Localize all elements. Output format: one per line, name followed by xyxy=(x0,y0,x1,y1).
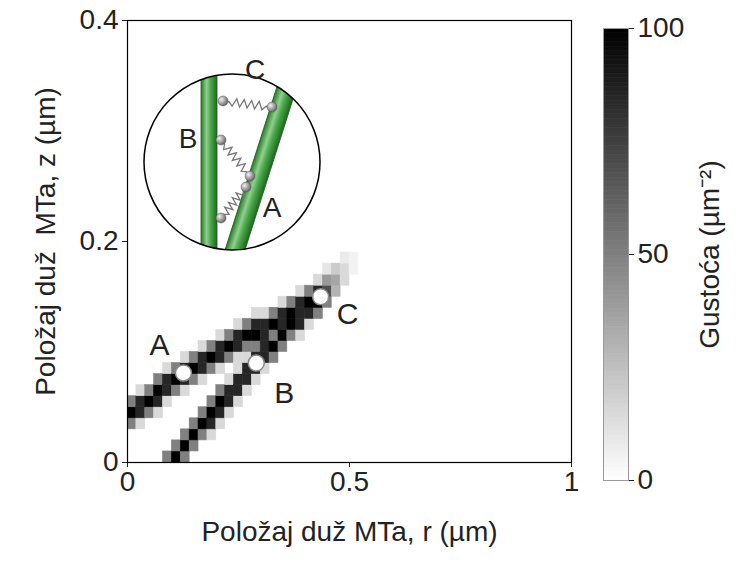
svg-text:B: B xyxy=(179,123,198,154)
svg-text:A: A xyxy=(149,328,169,361)
svg-text:Gustoća (µm⁻²): Gustoća (µm⁻²) xyxy=(694,160,725,348)
svg-text:0.2: 0.2 xyxy=(80,225,119,256)
svg-text:C: C xyxy=(337,297,359,330)
svg-text:A: A xyxy=(263,192,282,223)
svg-text:0.4: 0.4 xyxy=(80,4,119,35)
svg-text:100: 100 xyxy=(638,12,685,43)
svg-text:0: 0 xyxy=(103,446,119,477)
svg-text:50: 50 xyxy=(638,238,669,269)
svg-text:Položaj duž MTa, z (µm): Položaj duž MTa, z (µm) xyxy=(30,87,61,396)
svg-text:1: 1 xyxy=(564,466,580,497)
svg-text:0: 0 xyxy=(120,466,136,497)
svg-text:C: C xyxy=(245,54,265,85)
svg-text:Položaj duž MTa, r (µm): Položaj duž MTa, r (µm) xyxy=(201,516,497,547)
svg-text:B: B xyxy=(274,376,294,409)
svg-text:0.5: 0.5 xyxy=(330,466,369,497)
svg-text:0: 0 xyxy=(638,464,654,495)
